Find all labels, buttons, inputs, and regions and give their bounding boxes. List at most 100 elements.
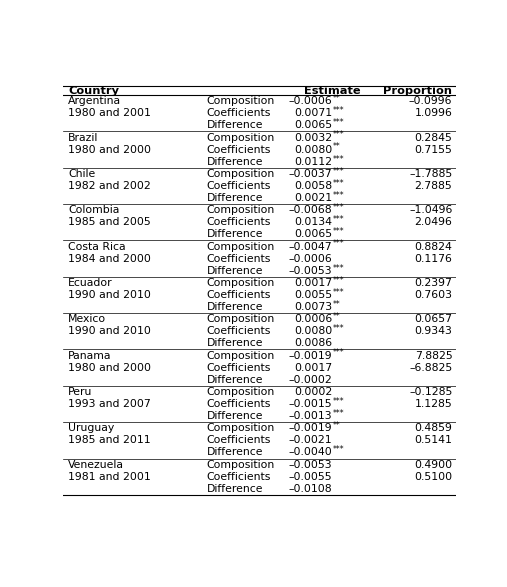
Text: 1993 and 2007: 1993 and 2007	[68, 399, 151, 409]
Text: Difference: Difference	[207, 339, 263, 349]
Text: 1982 and 2002: 1982 and 2002	[68, 181, 151, 191]
Text: Venezuela: Venezuela	[68, 460, 124, 470]
Text: Coefficients: Coefficients	[207, 399, 271, 409]
Text: 1980 and 2000: 1980 and 2000	[68, 363, 151, 373]
Text: 0.0032: 0.0032	[295, 133, 333, 143]
Text: Difference: Difference	[207, 230, 263, 239]
Text: 0.0071: 0.0071	[295, 108, 333, 119]
Text: 7.8825: 7.8825	[415, 350, 452, 360]
Text: Difference: Difference	[207, 193, 263, 203]
Text: 0.0112: 0.0112	[295, 157, 333, 167]
Text: ***: ***	[333, 324, 345, 333]
Text: ***: ***	[333, 264, 345, 272]
Text: ***: ***	[333, 130, 345, 139]
Text: ***: ***	[333, 167, 345, 176]
Text: Coefficients: Coefficients	[207, 363, 271, 373]
Text: 1981 and 2001: 1981 and 2001	[68, 472, 151, 482]
Text: ***: ***	[333, 118, 345, 127]
Text: 0.4859: 0.4859	[415, 423, 452, 433]
Text: 0.0065: 0.0065	[295, 120, 333, 130]
Text: 1.0996: 1.0996	[415, 108, 452, 119]
Text: Composition: Composition	[207, 423, 275, 433]
Text: 0.2845: 0.2845	[415, 133, 452, 143]
Text: ***: ***	[333, 106, 345, 115]
Text: 2.0496: 2.0496	[415, 217, 452, 227]
Text: Composition: Composition	[207, 241, 275, 252]
Text: 0.7603: 0.7603	[414, 290, 452, 300]
Text: Ecuador: Ecuador	[68, 278, 113, 288]
Text: Composition: Composition	[207, 350, 275, 360]
Text: 0.0058: 0.0058	[295, 181, 333, 191]
Text: Difference: Difference	[207, 302, 263, 312]
Text: Difference: Difference	[207, 447, 263, 457]
Text: –0.0053: –0.0053	[289, 460, 333, 470]
Text: **: **	[333, 312, 341, 321]
Text: 2.7885: 2.7885	[415, 181, 452, 191]
Text: –0.0013: –0.0013	[289, 411, 333, 421]
Text: 1.1285: 1.1285	[415, 399, 452, 409]
Text: ***: ***	[333, 203, 345, 212]
Text: ***: ***	[333, 215, 345, 224]
Text: –0.0019: –0.0019	[289, 423, 333, 433]
Text: –0.0006: –0.0006	[289, 254, 333, 264]
Text: **: **	[333, 143, 341, 151]
Text: Coefficients: Coefficients	[207, 108, 271, 119]
Text: –0.0108: –0.0108	[289, 484, 333, 494]
Text: Composition: Composition	[207, 278, 275, 288]
Text: Proportion: Proportion	[383, 86, 452, 96]
Text: –1.0496: –1.0496	[409, 205, 452, 215]
Text: Composition: Composition	[207, 460, 275, 470]
Text: Country: Country	[68, 86, 119, 96]
Text: –0.0021: –0.0021	[289, 436, 333, 446]
Text: 1980 and 2001: 1980 and 2001	[68, 108, 151, 119]
Text: Coefficients: Coefficients	[207, 254, 271, 264]
Text: Composition: Composition	[207, 96, 275, 106]
Text: 0.0021: 0.0021	[295, 193, 333, 203]
Text: Peru: Peru	[68, 387, 92, 397]
Text: Coefficients: Coefficients	[207, 181, 271, 191]
Text: 0.1176: 0.1176	[415, 254, 452, 264]
Text: ***: ***	[333, 446, 345, 454]
Text: 0.0086: 0.0086	[295, 339, 333, 349]
Text: Composition: Composition	[207, 205, 275, 215]
Text: ***: ***	[333, 154, 345, 164]
Text: 0.9343: 0.9343	[415, 326, 452, 336]
Text: ***: ***	[333, 227, 345, 236]
Text: Chile: Chile	[68, 169, 95, 179]
Text: –0.0019: –0.0019	[289, 350, 333, 360]
Text: 0.0017: 0.0017	[295, 363, 333, 373]
Text: 1990 and 2010: 1990 and 2010	[68, 326, 151, 336]
Text: Colombia: Colombia	[68, 205, 120, 215]
Text: Difference: Difference	[207, 266, 263, 276]
Text: 1980 and 2000: 1980 and 2000	[68, 144, 151, 154]
Text: Coefficients: Coefficients	[207, 472, 271, 482]
Text: ***: ***	[333, 191, 345, 200]
Text: 1985 and 2005: 1985 and 2005	[68, 217, 151, 227]
Text: –0.0047: –0.0047	[289, 241, 333, 252]
Text: Composition: Composition	[207, 133, 275, 143]
Text: **: **	[333, 421, 341, 430]
Text: Argentina: Argentina	[68, 96, 121, 106]
Text: 0.7155: 0.7155	[415, 144, 452, 154]
Text: Difference: Difference	[207, 411, 263, 421]
Text: –0.0055: –0.0055	[289, 472, 333, 482]
Text: ***: ***	[333, 179, 345, 188]
Text: 0.0073: 0.0073	[295, 302, 333, 312]
Text: –0.0006: –0.0006	[289, 96, 333, 106]
Text: –6.8825: –6.8825	[409, 363, 452, 373]
Text: ***: ***	[333, 276, 345, 285]
Text: –0.0037: –0.0037	[289, 169, 333, 179]
Text: 1990 and 2010: 1990 and 2010	[68, 290, 151, 300]
Text: 1985 and 2011: 1985 and 2011	[68, 436, 151, 446]
Text: Composition: Composition	[207, 169, 275, 179]
Text: Coefficients: Coefficients	[207, 436, 271, 446]
Text: Panama: Panama	[68, 350, 112, 360]
Text: ***: ***	[333, 239, 345, 248]
Text: Brazil: Brazil	[68, 133, 98, 143]
Text: ***: ***	[333, 409, 345, 418]
Text: Estimate: Estimate	[304, 86, 361, 96]
Text: –0.0002: –0.0002	[289, 375, 333, 385]
Text: 0.0134: 0.0134	[295, 217, 333, 227]
Text: 0.0080: 0.0080	[294, 326, 333, 336]
Text: Difference: Difference	[207, 375, 263, 385]
